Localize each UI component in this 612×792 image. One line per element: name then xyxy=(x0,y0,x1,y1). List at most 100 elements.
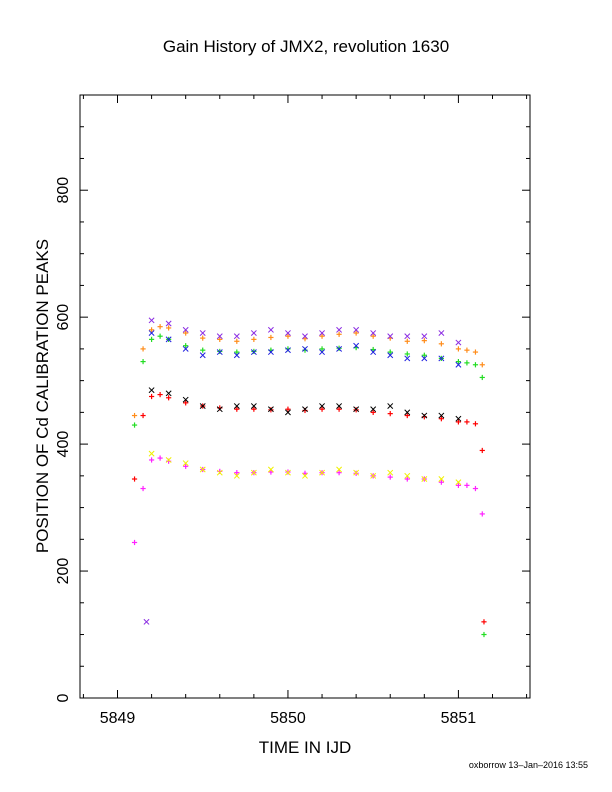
chart-title: Gain History of JMX2, revolution 1630 xyxy=(163,37,449,56)
data-point-magenta xyxy=(336,470,342,476)
data-point-black xyxy=(370,406,377,413)
data-point-orange xyxy=(336,331,342,337)
data-point-black xyxy=(404,409,411,416)
isolated-point-red xyxy=(481,619,487,625)
data-point-red xyxy=(370,409,376,415)
data-point-green xyxy=(183,343,189,349)
data-point-black xyxy=(216,406,223,413)
data-point-magenta xyxy=(302,470,308,476)
data-point-red xyxy=(387,411,393,417)
data-point-red xyxy=(479,447,485,454)
data-point-purple xyxy=(421,333,428,340)
data-point-red xyxy=(472,421,479,427)
data-point-blue xyxy=(267,349,274,356)
data-point-red xyxy=(464,419,470,425)
y-axis-label: POSITION OF Cd CALIBRATION PEAKS xyxy=(33,239,52,553)
data-point-black xyxy=(233,403,240,409)
data-point-orange xyxy=(438,341,444,347)
data-point-yellow xyxy=(302,472,308,479)
data-point-orange xyxy=(268,334,274,341)
data-point-purple xyxy=(182,326,189,333)
data-point-black xyxy=(421,412,428,419)
data-point-red xyxy=(183,400,189,406)
data-point-green xyxy=(464,360,470,366)
data-point-orange xyxy=(234,338,240,344)
data-point-black xyxy=(285,409,291,416)
data-point-purple xyxy=(455,339,462,346)
data-point-red xyxy=(251,406,257,412)
data-point-black xyxy=(267,406,274,413)
data-point-purple xyxy=(404,333,411,340)
data-point-black xyxy=(387,403,394,409)
data-point-purple xyxy=(336,326,343,333)
data-point-orange xyxy=(148,327,155,333)
data-point-blue xyxy=(353,342,360,349)
data-point-magenta xyxy=(464,482,470,488)
data-point-magenta xyxy=(183,463,189,469)
data-point-red xyxy=(336,406,342,412)
data-point-magenta xyxy=(438,479,444,485)
data-point-yellow xyxy=(438,476,445,482)
data-point-magenta xyxy=(404,476,410,482)
data-point-purple xyxy=(319,330,325,336)
data-point-blue xyxy=(438,355,445,362)
x-tick-label: 5849 xyxy=(100,710,136,727)
data-point-blue xyxy=(404,355,411,362)
data-point-yellow xyxy=(421,476,428,482)
data-point-yellow xyxy=(455,479,462,486)
data-point-blue xyxy=(182,345,189,352)
data-point-red xyxy=(285,406,291,412)
data-point-yellow xyxy=(233,472,240,479)
data-point-yellow xyxy=(353,469,360,476)
data-point-yellow xyxy=(319,469,325,476)
data-point-magenta xyxy=(472,485,479,492)
data-point-purple xyxy=(267,326,274,333)
data-point-yellow xyxy=(370,472,377,479)
data-point-magenta xyxy=(268,469,274,475)
data-point-green xyxy=(148,336,155,342)
data-point-blue xyxy=(319,349,325,356)
footer-stamp: oxborrow 13–Jan–2016 13:55 xyxy=(469,760,588,770)
data-point-yellow xyxy=(285,469,291,476)
data-point-black xyxy=(199,403,206,409)
data-point-orange xyxy=(353,330,359,336)
data-point-green xyxy=(404,351,410,357)
y-axis-ticks: 0 200 400 600 800 xyxy=(55,94,530,702)
data-point-black xyxy=(438,412,445,419)
data-point-green xyxy=(472,362,479,368)
data-point-red xyxy=(234,406,240,412)
plot-frame xyxy=(79,94,531,699)
data-point-magenta xyxy=(140,485,146,492)
data-point-blue xyxy=(148,330,155,336)
data-point-magenta xyxy=(148,457,155,463)
isolated-point-green xyxy=(481,631,487,638)
data-point-purple xyxy=(438,330,445,336)
data-point-blue xyxy=(233,352,240,359)
data-point-yellow xyxy=(148,450,155,457)
data-point-green xyxy=(319,346,325,352)
data-point-green xyxy=(234,349,240,355)
data-point-orange xyxy=(302,336,308,342)
data-point-green xyxy=(131,422,138,428)
data-point-purple xyxy=(302,333,308,340)
data-point-orange xyxy=(479,362,485,368)
data-point-blue xyxy=(370,349,377,356)
data-point-purple xyxy=(233,333,240,340)
x-axis-ticks: 5849 5850 5851 xyxy=(82,95,528,727)
data-point-purple xyxy=(250,330,257,336)
data-point-purple xyxy=(353,326,360,333)
data-point-orange xyxy=(217,336,223,342)
data-point-red xyxy=(140,412,146,419)
data-point-orange xyxy=(455,346,462,352)
isolated-point-purple xyxy=(143,618,150,625)
data-point-red xyxy=(319,406,325,412)
data-point-black xyxy=(250,403,257,409)
data-point-green xyxy=(370,346,376,353)
y-tick-label: 600 xyxy=(55,304,72,331)
data-point-purple xyxy=(148,317,155,324)
data-point-orange xyxy=(464,347,470,353)
y-tick-label: 800 xyxy=(55,177,72,204)
data-point-blue xyxy=(421,355,428,362)
y-tick-label: 0 xyxy=(55,693,72,702)
